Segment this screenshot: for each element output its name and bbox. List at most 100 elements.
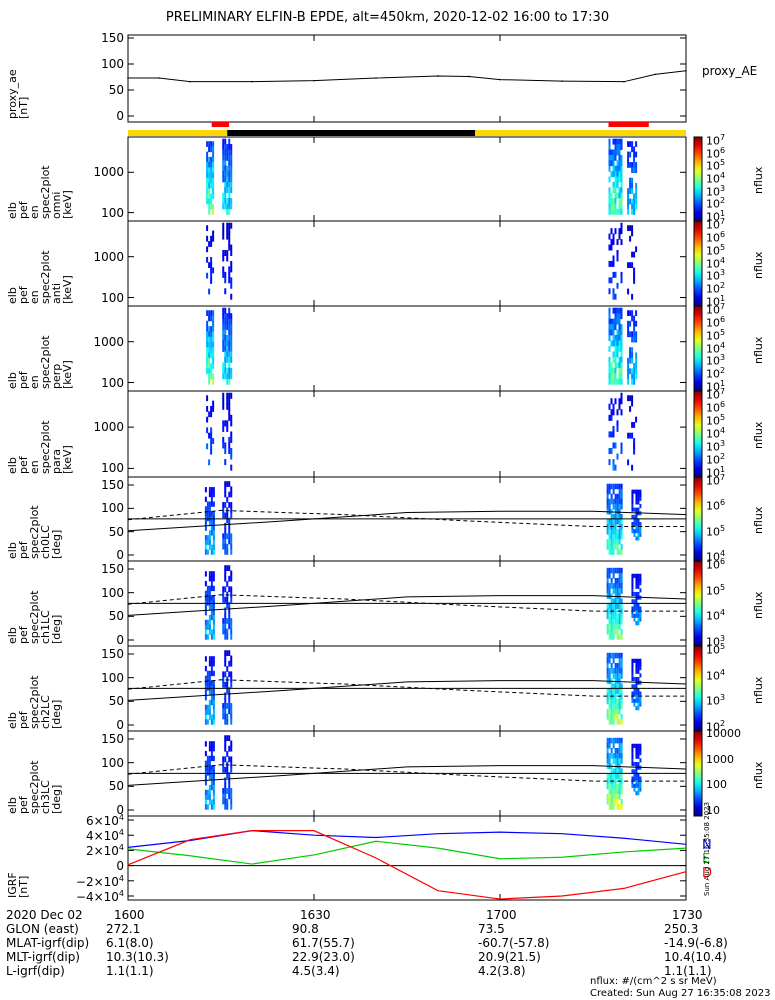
spectrogram-cell-ch1: [618, 583, 621, 589]
spectrogram-cell-ch3: [639, 776, 642, 781]
spectrogram-cell-ch2: [631, 673, 634, 678]
spectrogram-cell-en_omni: [620, 187, 623, 194]
spectrogram-cell-ch1: [618, 593, 621, 599]
colorbar-tick-en_para: 105: [706, 413, 726, 428]
spectrogram-cell-en_omni: [210, 198, 213, 205]
spectrogram-cell-ch0: [206, 549, 209, 555]
spectrogram-cell-en_omni: [620, 192, 623, 199]
spectrogram-cell-en_para: [230, 453, 233, 460]
spectrogram-cell-ch2: [606, 693, 609, 700]
spectrogram-cell-ch2: [606, 652, 609, 659]
spectrogram-cell-en_perp: [226, 335, 229, 341]
spectrogram-cell-ch3: [208, 794, 211, 800]
spectrogram-cell-ch0: [620, 488, 623, 495]
spectrogram-cell-en_perp: [614, 373, 617, 380]
spectrogram-cell-ch1: [614, 618, 617, 625]
spectrogram-cell-en_omni: [212, 162, 215, 168]
spectrogram-cell-ch3: [608, 737, 611, 744]
spectrogram-cell-en_anti: [224, 288, 227, 295]
spectrogram-cell-en_anti: [616, 282, 619, 289]
spectrogram-cell-en_anti: [210, 235, 213, 242]
spectrogram-cell-en_omni: [222, 160, 225, 167]
spectrogram-cell-en_perp: [208, 310, 211, 317]
ytick-label-en_anti: 1000: [93, 249, 124, 264]
spectrogram-cell-ch3: [614, 737, 617, 744]
spectrogram-cell-ch3: [228, 793, 231, 800]
spectrogram-cell-ch2: [616, 668, 619, 674]
spectrogram-cell-ch1: [230, 591, 233, 598]
spectrogram-cell-ch3: [208, 760, 211, 766]
spectrogram-cell-en_perp: [208, 315, 211, 322]
spectrogram-cell-en_perp: [224, 356, 227, 363]
spectrogram-cell-en_para: [230, 448, 233, 455]
spectrogram-cell-ch3: [618, 748, 621, 754]
colorbar-tick-en_anti: 105: [706, 242, 726, 258]
spectrogram-cell-en_anti: [612, 288, 615, 295]
spectrogram-cell-ch2: [635, 687, 638, 693]
ae-point: [375, 77, 377, 79]
spectrogram-cell-ch0: [620, 483, 623, 490]
spectrogram-cell-ch0: [635, 536, 638, 541]
ephem-value: -60.7(-57.8): [478, 936, 550, 950]
spectrogram-cell-en_omni: [614, 176, 617, 183]
ae-point: [313, 79, 315, 82]
spectrogram-cell-en_omni: [210, 146, 213, 153]
spectrogram-cell-ch0: [639, 496, 642, 501]
spectrogram-cell-en_omni: [618, 171, 621, 177]
spectrogram-cell-en_anti: [620, 239, 623, 246]
spectrogram-cell-en_para: [230, 414, 233, 421]
spectrogram-cell-ch0: [610, 483, 613, 490]
spectrogram-cell-ch1: [614, 613, 617, 620]
spectrogram-cell-ch3: [226, 798, 229, 805]
spectrogram-cell-ch2: [620, 652, 623, 659]
spectrogram-cell-en_omni: [224, 144, 227, 150]
spectrogram-cell-ch2: [222, 681, 225, 688]
spectrogram-cell-en_perp: [635, 368, 638, 375]
spectrogram-cell-ch3: [620, 758, 623, 764]
spectrogram-cell-ch1: [635, 591, 638, 597]
spectrogram-cell-ch2: [224, 708, 227, 715]
spectrogram-cell-en_omni: [614, 154, 617, 161]
spectrogram-cell-en_omni: [629, 198, 632, 205]
colorbar-tick-en_omni: 105: [706, 158, 726, 173]
spectrogram-cell-ch0: [620, 524, 623, 530]
spectrogram-cell-ch0: [635, 522, 638, 527]
spectrogram-cell-en_omni: [228, 149, 231, 156]
units-note: nflux: #/(cm^2 s sr MeV): [590, 976, 717, 987]
spectrogram-cell-ch3: [618, 758, 621, 764]
spectrogram-cell-en_anti: [230, 260, 233, 267]
spectrogram-cell-en_omni: [226, 203, 229, 210]
spectrogram-cell-ch0: [224, 522, 227, 529]
spectrogram-cell-en_omni: [616, 160, 619, 167]
spectrogram-cell-en_para: [633, 438, 636, 444]
spectrogram-cell-en_perp: [614, 307, 617, 314]
spectrogram-cell-ch0: [608, 549, 611, 555]
spectrogram-cell-en_anti: [208, 288, 211, 295]
spectrogram-cell-ch2: [620, 698, 623, 705]
ytick-label-ch0: 100: [101, 501, 124, 516]
spectrogram-cell-en_anti: [610, 260, 613, 267]
spectrogram-cell-ch2: [635, 662, 638, 667]
spectrogram-cell-ch2: [616, 714, 619, 720]
spectrogram-cell-en_anti: [210, 278, 213, 284]
spectrogram-cell-ch0: [208, 491, 211, 498]
spectrogram-cell-en_para: [612, 425, 615, 432]
spectrogram-cell-ch2: [633, 698, 636, 703]
spectrogram-cell-en_omni: [228, 203, 231, 210]
spectrogram-cell-ch2: [616, 673, 619, 679]
spectrogram-cell-en_perp: [633, 331, 636, 338]
spectrogram-cell-ch3: [210, 755, 213, 762]
spectrogram-cell-en_perp: [620, 335, 623, 341]
spectrogram-cell-ch2: [614, 693, 617, 700]
spectrogram-cell-en_omni: [631, 203, 634, 210]
spectrogram-cell-ch2: [230, 708, 233, 715]
spectrogram-cell-ch2: [635, 669, 638, 674]
spectrogram-cell-ch0: [631, 496, 634, 501]
spectrogram-cell-en_para: [608, 414, 611, 421]
spectrogram-cell-en_omni: [224, 160, 227, 167]
spectrogram-cell-en_perp: [228, 329, 231, 336]
spectrogram-cell-en_perp: [608, 373, 611, 380]
colorbar-tick-ch0: 104: [706, 549, 726, 564]
spectrogram-cell-ch0: [631, 493, 634, 498]
spectrogram-cell-en_omni: [222, 203, 225, 210]
